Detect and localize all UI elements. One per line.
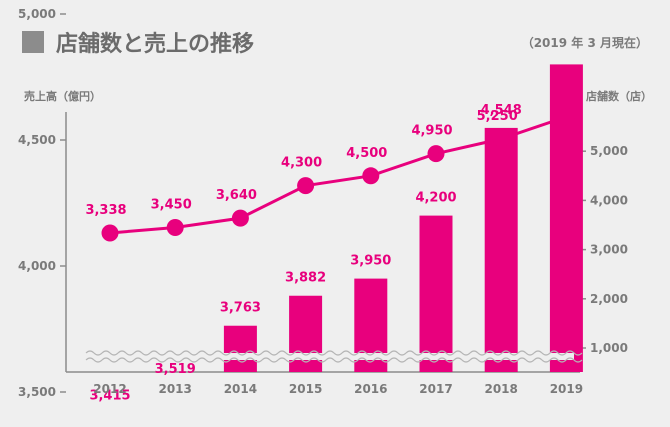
left-tick-label: 4,000 [18, 259, 56, 273]
x-tick-label: 2017 [419, 382, 452, 396]
left-axis-title: 売上高（億円） [24, 89, 101, 103]
x-tick-label: 2016 [354, 382, 387, 396]
sales-value-label: 3,763 [220, 301, 261, 316]
x-tick-label: 2014 [224, 382, 257, 396]
sales-value-label: 3,882 [285, 271, 326, 286]
sales-value-label: 3,415 [89, 388, 130, 403]
left-tick-label: 4,500 [18, 133, 56, 147]
x-tick-label: 2015 [289, 382, 322, 396]
stores-point [557, 108, 575, 126]
x-tick-label: 2018 [484, 382, 517, 396]
stores-value-label: 3,338 [85, 203, 126, 218]
sales-bar [484, 127, 518, 373]
stores-value-label: 3,640 [216, 188, 257, 203]
stores-point [427, 145, 445, 163]
stores-value-label: 5,250 [477, 109, 518, 124]
right-tick-label: 4,000 [590, 193, 628, 207]
stores-value-label: 4,950 [411, 124, 452, 139]
as-of-date: （2019 年 3 月現在） [521, 36, 648, 50]
right-axis-title: 店舗数（店） [586, 89, 652, 103]
stores-point [492, 130, 510, 148]
stores-point [362, 167, 380, 185]
x-tick-label: 2019 [550, 382, 583, 396]
chart-title: 店舗数と売上の推移 [22, 26, 254, 58]
right-tick-label: 5,000 [590, 144, 628, 158]
left-tick-label: 3,500 [18, 385, 56, 399]
right-tick-label: 2,000 [590, 292, 628, 306]
title-square-icon [22, 31, 44, 53]
right-tick-label: 3,000 [590, 243, 628, 257]
stores-point [101, 224, 119, 242]
x-tick-label: 2012 [93, 382, 126, 396]
sales-value-label: 3,519 [155, 362, 196, 377]
stores-point [297, 177, 315, 195]
sales-bar [223, 325, 257, 372]
sales-value-label: 4,548 [481, 103, 522, 118]
left-tick-label: 5,000 [18, 7, 56, 21]
stores-point [166, 218, 184, 236]
sales-value-label: 3,950 [350, 254, 391, 269]
stores-value-label: 4,500 [346, 146, 387, 161]
stores-value-label: 3,450 [151, 197, 192, 212]
axis-break-band [86, 353, 574, 360]
right-tick-label: 1,000 [590, 341, 628, 355]
stores-line [109, 115, 567, 235]
sales-value-label: 4,200 [415, 191, 456, 206]
axis-break-line [85, 357, 583, 363]
x-tick-label: 2013 [158, 382, 191, 396]
stores-point [231, 209, 249, 227]
page-title: 店舗数と売上の推移 [56, 32, 255, 57]
stores-value-label: 4,300 [281, 156, 322, 171]
sales-bar [419, 215, 453, 372]
axis-break-line [85, 350, 583, 356]
